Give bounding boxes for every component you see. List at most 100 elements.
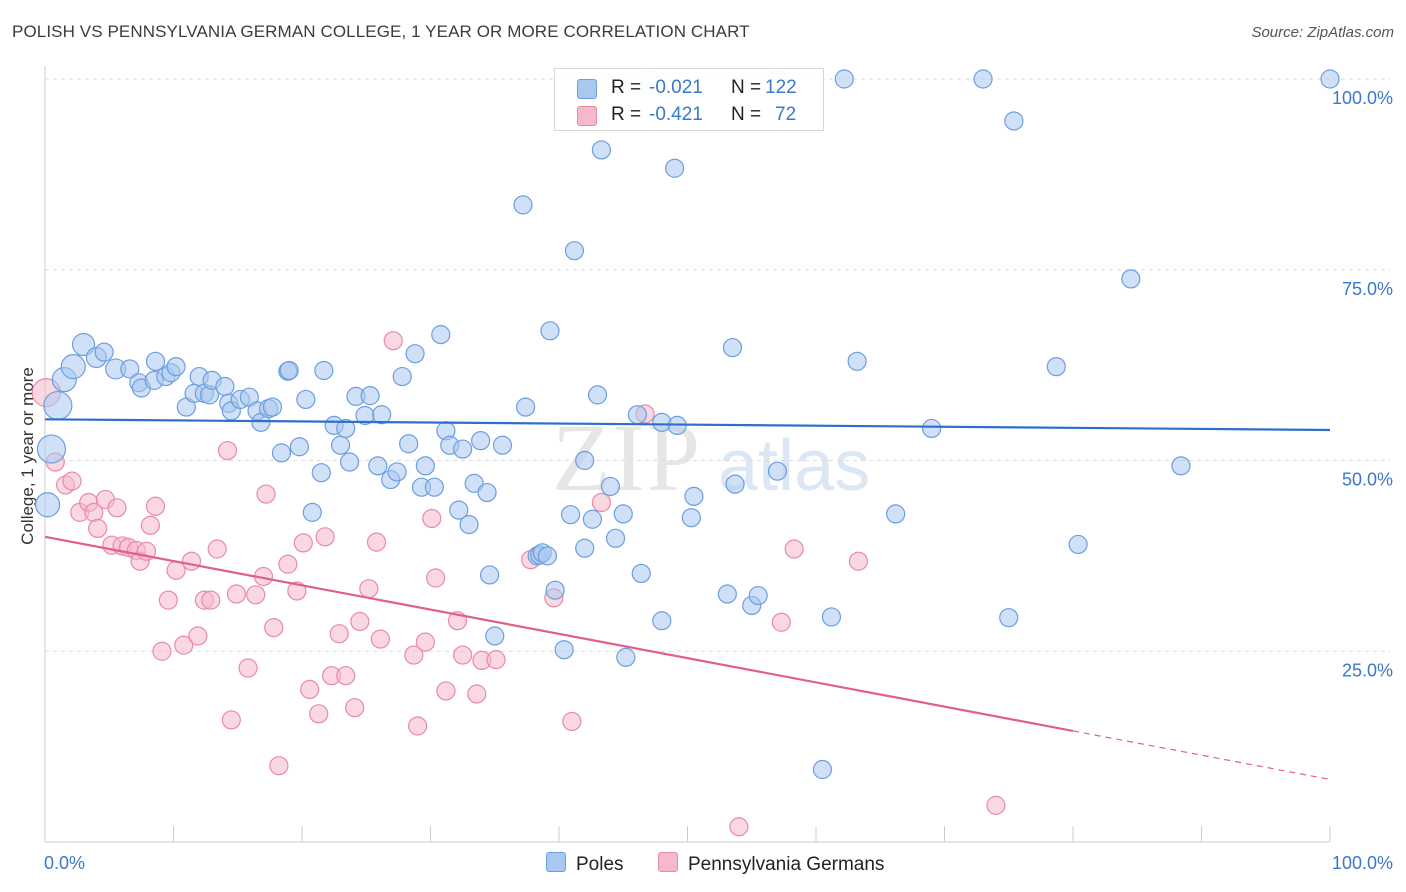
poles-trend-line (44, 418, 1331, 432)
poles-point (834, 69, 854, 89)
poles-point (587, 385, 608, 405)
poles-point (311, 463, 331, 483)
poles-point (43, 390, 73, 421)
poles-point (368, 456, 388, 476)
pennsylvania-germans-point (140, 515, 160, 535)
pennsylvania-germans-point (771, 612, 791, 632)
pennsylvania-germans-point (264, 617, 284, 638)
pennsylvania-germans-point (174, 635, 194, 655)
pennsylvania-germans-point (238, 658, 258, 678)
poles-point (575, 538, 595, 558)
pennsylvania-germans-point (315, 527, 335, 547)
poles-swatch (577, 79, 597, 99)
legend-row-poles: R = -0.021 N = 122 (555, 73, 823, 101)
n-value: 72 (775, 104, 797, 125)
n-label: N = (731, 77, 762, 98)
poles-point (485, 626, 505, 646)
poles-point (999, 608, 1019, 628)
pennsylvania-germans-point (453, 645, 473, 665)
poles-point (627, 405, 647, 425)
pennsylvania-germans-point (309, 704, 329, 724)
legend-item-pennsylvania-germans[interactable]: Pennsylvania Germans (658, 852, 884, 876)
poles-point (302, 502, 322, 522)
poles-point (314, 360, 334, 381)
poles-point (554, 640, 574, 660)
poles-point (296, 389, 316, 410)
pennsylvania-germans-point (426, 568, 446, 588)
poles-point (60, 354, 86, 380)
r-value: -0.021 (649, 77, 703, 98)
poles-point (405, 344, 425, 364)
poles-point (459, 514, 479, 535)
pennsylvania-germans-point (293, 533, 313, 553)
poles-point (545, 580, 565, 600)
poles-point (330, 435, 351, 455)
pennsylvania-germans-point (207, 539, 227, 559)
legend-item-poles[interactable]: Poles (546, 852, 624, 876)
pennsylvania-germans-point (158, 590, 178, 610)
pennsylvania-germans-point (181, 551, 202, 571)
pennsylvania-germans-point (152, 641, 172, 661)
poles-point (215, 376, 235, 397)
poles-point (540, 321, 560, 341)
poles-point (564, 241, 585, 261)
poles-point (537, 546, 558, 566)
pennsylvania-germans-point (300, 679, 320, 700)
poles-point (886, 504, 906, 524)
poles-point (973, 69, 993, 89)
pennsylvania-germans-point (188, 626, 208, 646)
pennsylvania-germans-point (226, 584, 247, 604)
poles-point (665, 158, 685, 178)
poles-point (289, 437, 310, 457)
pennsylvania-germans-point (408, 716, 428, 736)
poles-point (717, 584, 737, 604)
poles-swatch (546, 852, 566, 872)
pennsylvania-germans-point (848, 551, 869, 571)
poles-point (684, 486, 704, 506)
legend-label-pennsylvania-germans: Pennsylvania Germans (688, 854, 885, 875)
correlation-legend: R = -0.021 N = 122 R = -0.421 N = 72 (554, 68, 824, 131)
pennsylvania-germans-point (383, 331, 403, 351)
pennsylvania-germans-point (467, 684, 487, 704)
poles-point (336, 418, 356, 439)
pennsylvania-germans-point (246, 585, 266, 605)
poles-point (600, 476, 621, 497)
poles-point (449, 500, 469, 520)
trend-lines (44, 418, 1331, 781)
pennsylvania-germans-point (201, 590, 221, 610)
tick-labels: 25.0% 50.0% 75.0% 100.0% 0.0% 100.0% (44, 88, 1393, 873)
gridlines (45, 78, 1390, 652)
poles-point (360, 386, 380, 406)
pennsylvania-germans-point (62, 471, 82, 491)
pennsylvania-germans-point (217, 440, 238, 461)
pennsylvania-germans-point (278, 554, 298, 574)
pennsylvania-germans-point (404, 645, 424, 665)
poles-point (582, 509, 603, 529)
poles-point (166, 357, 186, 377)
pennsylvania-germans-point (329, 624, 349, 644)
x-tick-label: 0.0% (44, 853, 85, 873)
pennsylvania-germans-point (729, 817, 749, 837)
poles-point (605, 528, 626, 548)
poles-point (767, 461, 788, 481)
pennsylvania-germans-swatch (658, 852, 678, 872)
poles-point (812, 759, 833, 780)
pennsylvania-germans-point (345, 698, 365, 718)
pennsylvania-germans-point (784, 539, 804, 559)
poles-point (652, 412, 672, 432)
r-value: -0.421 (649, 104, 703, 125)
pennsylvania-germans-trend-extension (1072, 730, 1331, 781)
poles-point (120, 359, 140, 379)
pennsylvania-germans-point (287, 581, 307, 601)
poles-point (513, 195, 533, 215)
poles-point (515, 397, 536, 417)
r-label: R = (611, 104, 642, 125)
poles-point (725, 474, 745, 494)
pennsylvania-germans-point (366, 532, 387, 552)
pennsylvania-germans-point (562, 711, 582, 732)
poles-point (415, 456, 435, 476)
poles-point (339, 452, 360, 472)
n-value: 122 (765, 77, 797, 98)
chart-title: POLISH VS PENNSYLVANIA GERMAN COLLEGE, 1… (12, 22, 750, 41)
